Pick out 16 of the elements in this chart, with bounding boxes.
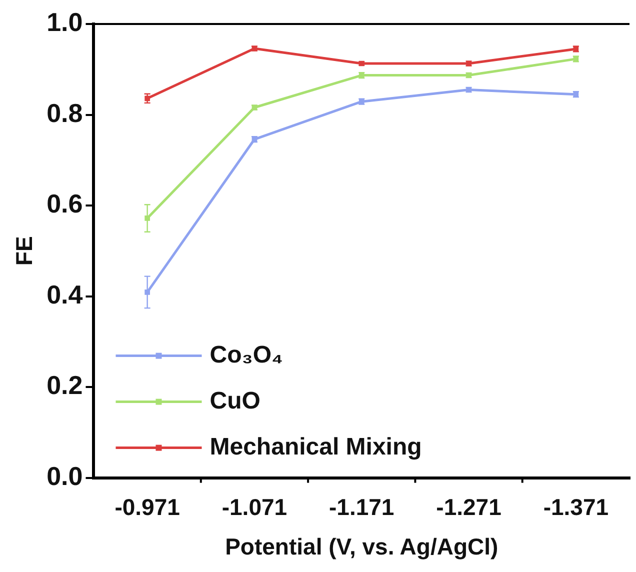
x-tick-label: -1.271 xyxy=(436,494,502,520)
legend-label: Mechanical Mixing xyxy=(210,433,422,460)
x-tick-label: -1.371 xyxy=(543,494,609,520)
x-axis-title: Potential (V, vs. Ag/AgCl) xyxy=(225,534,498,560)
legend-label: Co₃O₄ xyxy=(210,341,283,368)
y-tick-label: 0.0 xyxy=(46,460,83,491)
x-tick-label: -0.971 xyxy=(114,494,180,520)
y-tick-label: 1.0 xyxy=(46,7,83,38)
y-tick-label: 0.2 xyxy=(46,370,83,400)
x-tick-label: -1.171 xyxy=(329,494,394,520)
y-tick-label: 0.8 xyxy=(46,98,83,128)
legend-label: CuO xyxy=(210,387,260,414)
x-tick-label: -1.071 xyxy=(222,494,288,520)
y-tick-label: 0.6 xyxy=(46,188,83,219)
y-tick-label: 0.4 xyxy=(46,279,84,310)
y-axis-title: FE xyxy=(11,236,38,266)
